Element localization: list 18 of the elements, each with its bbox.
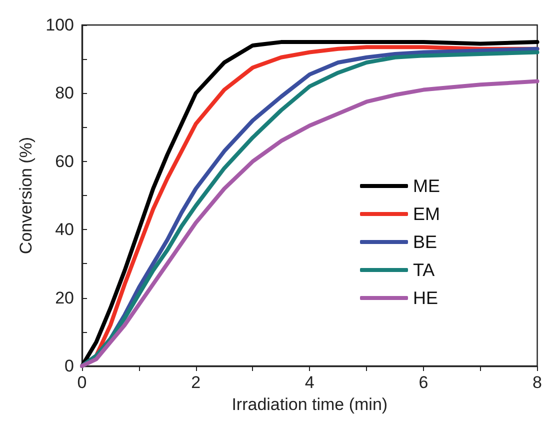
legend-label: BE: [413, 232, 438, 252]
legend-label: EM: [413, 204, 440, 224]
x-axis-title: Irradiation time (min): [232, 395, 388, 414]
x-tick-label: 2: [191, 373, 201, 392]
y-tick-label: 80: [55, 84, 74, 103]
y-tick-label: 60: [55, 152, 74, 171]
legend-label: ME: [413, 176, 440, 196]
legend-label: TA: [413, 260, 435, 280]
x-tick-label: 6: [418, 373, 428, 392]
legend-label: HE: [413, 288, 438, 308]
y-axis-title: Conversion (%): [16, 136, 36, 254]
x-tick-label: 4: [304, 373, 314, 392]
x-tick-label: 8: [532, 373, 542, 392]
y-tick-label: 40: [55, 220, 74, 240]
y-tick-label: 20: [55, 288, 74, 308]
y-tick-label: 100: [46, 16, 74, 34]
x-tick-label: 0: [77, 373, 87, 392]
y-tick-label: 0: [64, 356, 74, 376]
